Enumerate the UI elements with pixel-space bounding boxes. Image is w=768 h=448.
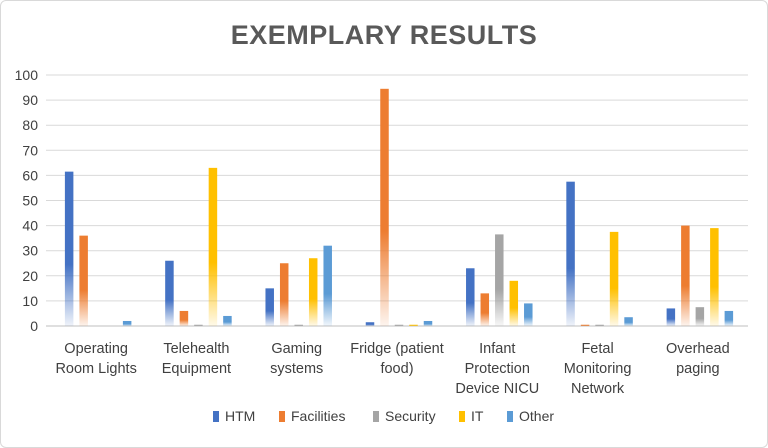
y-tick-label: 40 <box>22 218 38 234</box>
legend: HTM Facilities Security IT Other <box>213 408 554 424</box>
bar-it-1 <box>208 167 218 326</box>
legend-item-facilities: Facilities <box>279 408 345 424</box>
legend-label: Facilities <box>291 408 345 424</box>
chart-title: EXEMPLARY RESULTS <box>231 20 538 50</box>
bar-other-0 <box>122 320 132 326</box>
gridlines <box>46 74 748 327</box>
y-tick-label: 10 <box>22 293 38 309</box>
bar-other-5 <box>624 317 633 326</box>
bar-facilities-3 <box>380 88 389 327</box>
bar-security-1 <box>194 324 203 326</box>
legend-swatch <box>373 411 379 422</box>
bar-other-3 <box>423 320 433 326</box>
bar-htm-6 <box>666 308 676 326</box>
bar-it-3 <box>409 324 418 326</box>
bar-security-2 <box>294 324 303 326</box>
bar-other-6 <box>724 310 734 326</box>
y-tick-label: 30 <box>22 243 38 259</box>
bars <box>64 88 734 327</box>
x-axis-labels: Operating Room Lights Telehealth Equipment G… <box>55 341 729 397</box>
bar-htm-3 <box>365 322 375 326</box>
bar-other-4 <box>524 303 533 326</box>
legend-label: Security <box>385 408 436 424</box>
x-category-label: Telehealth Equipment <box>162 341 231 377</box>
bar-htm-5 <box>566 181 575 326</box>
legend-swatch <box>279 411 285 422</box>
bar-htm-0 <box>64 171 74 326</box>
x-category-label: Overhead paging <box>666 341 730 377</box>
legend-label: IT <box>471 408 484 424</box>
bar-it-6 <box>710 228 719 326</box>
bar-other-2 <box>323 245 332 326</box>
x-category-label: Operating Room Lights <box>55 341 136 377</box>
legend-item-security: Security <box>373 408 436 424</box>
legend-label: HTM <box>225 408 255 424</box>
bar-security-5 <box>595 324 604 326</box>
bar-htm-2 <box>265 288 274 326</box>
legend-swatch <box>213 411 219 422</box>
bar-facilities-5 <box>580 324 590 326</box>
legend-item-it: IT <box>459 408 484 424</box>
y-tick-label: 90 <box>22 92 38 108</box>
y-tick-label: 100 <box>15 67 39 83</box>
legend-swatch <box>459 411 465 422</box>
legend-item-htm: HTM <box>213 408 255 424</box>
legend-label: Other <box>519 408 554 424</box>
bar-it-5 <box>609 231 619 326</box>
y-axis-ticks: 0 10 20 30 40 50 60 70 80 90 100 <box>15 67 39 334</box>
x-category-label: Infant Protection Device NICU <box>455 341 539 397</box>
x-category-label: Fridge (patient food) <box>350 341 444 377</box>
bar-other-1 <box>223 315 232 326</box>
y-tick-label: 70 <box>22 142 38 158</box>
bar-htm-1 <box>165 260 174 326</box>
bar-facilities-4 <box>480 293 490 326</box>
y-tick-label: 0 <box>30 318 38 334</box>
x-category-label: Fetal Monitoring Network <box>564 341 632 397</box>
bar-facilities-2 <box>279 263 289 326</box>
bar-security-6 <box>695 307 705 326</box>
legend-item-other: Other <box>507 408 554 424</box>
y-tick-label: 80 <box>22 117 38 133</box>
x-category-label: Gaming systems <box>270 341 323 377</box>
y-tick-label: 50 <box>22 193 38 209</box>
bar-htm-4 <box>466 268 475 326</box>
bar-facilities-1 <box>179 310 189 326</box>
legend-swatch <box>507 411 513 422</box>
bar-it-2 <box>308 258 318 326</box>
y-tick-label: 20 <box>22 268 38 284</box>
bar-it-4 <box>509 280 519 326</box>
bar-facilities-6 <box>681 225 690 326</box>
y-tick-label: 60 <box>22 167 38 183</box>
bar-facilities-0 <box>79 235 88 326</box>
bar-security-3 <box>394 324 404 326</box>
bar-security-4 <box>495 234 504 326</box>
